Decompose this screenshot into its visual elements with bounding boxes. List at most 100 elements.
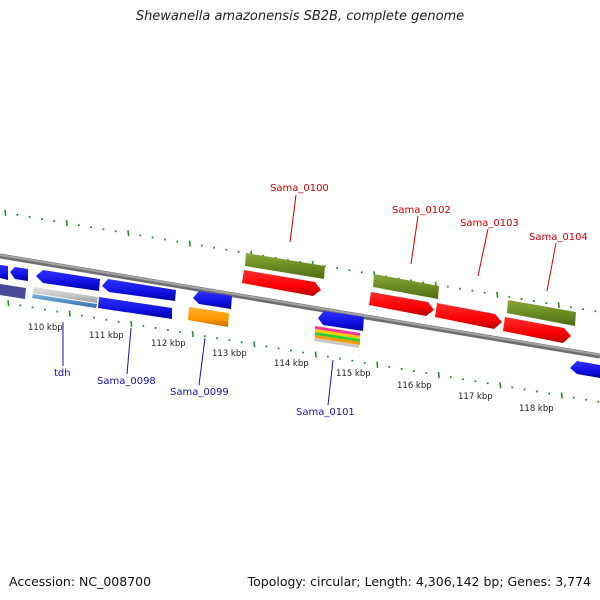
- tick-mark: [560, 392, 563, 399]
- tick-mark: [68, 310, 71, 317]
- tick-dot: [290, 349, 292, 352]
- tick-label: 116 kbp: [397, 381, 432, 391]
- tick-mark: [130, 320, 133, 327]
- tick-dot: [105, 318, 108, 321]
- tick-dot: [117, 320, 120, 323]
- leader-lines: [62, 194, 557, 406]
- tick-dot: [548, 392, 551, 395]
- tick-dot: [151, 236, 154, 239]
- tick-dot: [336, 267, 338, 270]
- tick-dot: [44, 308, 46, 311]
- tick-label: 114 kbp: [274, 359, 309, 369]
- tick-dot: [360, 271, 363, 274]
- tick-dot: [114, 230, 117, 233]
- tick-dot: [265, 345, 268, 348]
- reverse-features: [0, 265, 600, 378]
- gene-label-sama-0101: Sama_0101: [296, 407, 355, 418]
- feature-blue-f: [193, 291, 232, 309]
- backbone: [0, 253, 600, 359]
- feature-violet: [0, 284, 26, 299]
- feature-blue-c: [36, 270, 100, 291]
- gene-label-sama-0102: Sama_0102: [392, 205, 451, 216]
- feature-orange: [188, 307, 229, 327]
- feature-steel: [32, 294, 97, 308]
- tick-dot: [594, 310, 597, 313]
- tick-label: 113 kbp: [212, 349, 247, 359]
- tick-mark: [499, 382, 502, 389]
- tick-mark: [188, 240, 191, 247]
- tick-dot: [28, 216, 31, 218]
- tick-mark: [4, 209, 7, 216]
- tick-mark: [191, 331, 194, 338]
- gene-label-sama-0099: Sama_0099: [170, 387, 229, 398]
- tick-mark: [127, 230, 130, 237]
- tick-mark: [437, 372, 440, 379]
- tick-dot: [77, 224, 80, 227]
- tick-dot: [139, 234, 142, 237]
- tick-mark: [376, 361, 379, 368]
- tick-dot: [462, 378, 464, 381]
- summary-text: Topology: circular; Length: 4,306,142 bp…: [247, 574, 591, 589]
- tick-dot: [508, 295, 511, 298]
- tick-dot: [164, 238, 166, 241]
- tick-dot: [176, 240, 179, 243]
- tick-label: 115 kbp: [336, 369, 371, 379]
- tick-dot: [397, 277, 400, 280]
- feature-olive-2: [373, 274, 439, 299]
- tick-dot: [536, 390, 538, 393]
- tick-label: 118 kbp: [519, 404, 554, 414]
- forward-features: [242, 253, 576, 343]
- feature-grey: [33, 287, 98, 303]
- tick-dot: [569, 306, 572, 309]
- tick-dot: [237, 250, 240, 253]
- tick-dot: [545, 302, 548, 304]
- feature-olive-1: [245, 253, 325, 279]
- tick-mark: [496, 291, 499, 298]
- tick-dot: [410, 279, 412, 282]
- tick-mark: [7, 300, 10, 307]
- tick-dot: [585, 398, 587, 401]
- tick-dot: [56, 310, 59, 313]
- tick-dot: [459, 287, 461, 290]
- tick-dot: [486, 382, 489, 385]
- feature-blue-d: [102, 279, 176, 301]
- tick-dot: [520, 298, 523, 300]
- tick-dot: [572, 396, 575, 399]
- feature-olive-3: [507, 300, 576, 326]
- tick-dot: [154, 327, 157, 329]
- tick-dot: [31, 306, 34, 309]
- tick-dot: [474, 380, 477, 383]
- tick-mark: [253, 341, 256, 348]
- tick-dot: [348, 269, 351, 272]
- tick-dot: [511, 386, 514, 389]
- feature-blue-g: [318, 311, 364, 331]
- gene-label-sama-0103: Sama_0103: [460, 218, 519, 229]
- tick-dot: [90, 226, 92, 229]
- tick-dot: [400, 368, 403, 370]
- tick-dot: [446, 285, 449, 288]
- tick-dot: [216, 337, 218, 340]
- gene-label-sama-0100: Sama_0100: [270, 183, 329, 194]
- tick-dot: [19, 304, 22, 307]
- tick-dot: [225, 248, 228, 251]
- feature-rrna-stripes: [314, 326, 360, 348]
- tick-label: 112 kbp: [151, 339, 186, 349]
- tick-label: 117 kbp: [458, 392, 493, 402]
- tick-dot: [339, 357, 341, 360]
- tick-dot: [582, 308, 584, 311]
- tick-dot: [16, 213, 19, 216]
- tick-dot: [102, 228, 105, 231]
- tick-dot: [363, 361, 366, 364]
- tick-dot: [422, 281, 425, 284]
- tick-mark: [557, 302, 560, 309]
- tick-dot: [533, 300, 535, 302]
- tick-dot: [326, 355, 329, 358]
- tick-dot: [41, 218, 43, 220]
- tick-dot: [142, 324, 145, 327]
- tick-dot: [277, 347, 280, 350]
- tick-dot: [93, 316, 95, 319]
- tick-mark: [65, 220, 68, 227]
- tick-dot: [200, 244, 203, 247]
